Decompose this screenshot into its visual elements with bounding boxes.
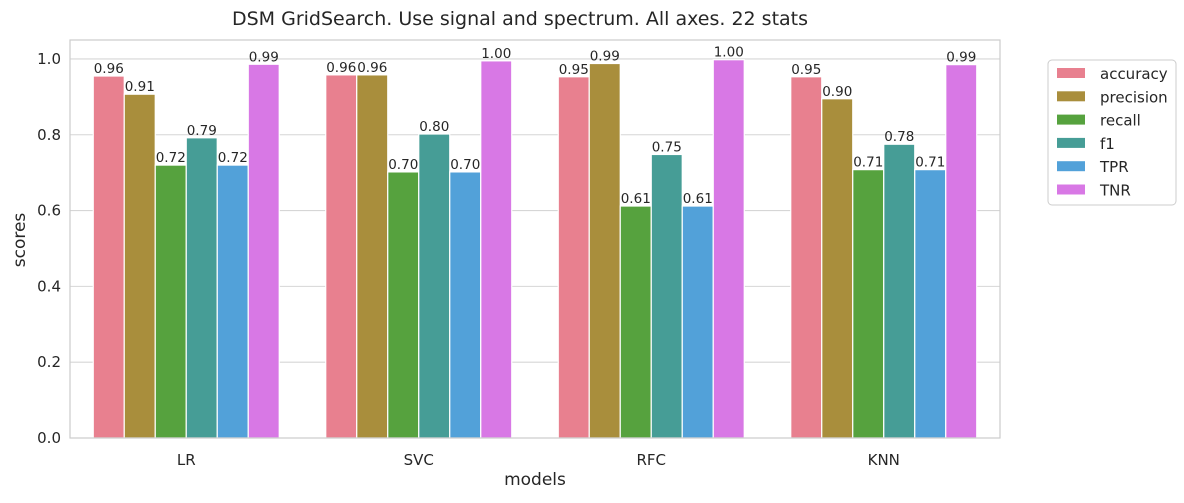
bar-TNR-SVC xyxy=(480,60,513,439)
y-tick-label: 0.0 xyxy=(37,429,61,447)
y-tick-label: 0.4 xyxy=(37,277,61,295)
bar-value-label: 0.72 xyxy=(156,150,186,166)
bar-precision-RFC xyxy=(588,62,621,439)
legend-label: f1 xyxy=(1100,135,1115,153)
bar-precision-SVC xyxy=(356,74,389,439)
bar-value-label: 0.61 xyxy=(621,191,651,207)
legend-label: TNR xyxy=(1099,182,1131,200)
bar-precision-LR xyxy=(123,93,156,439)
x-ticks: LR SVC RFC KNN xyxy=(177,451,900,469)
bar-accuracy-KNN xyxy=(790,76,823,439)
x-tick-label: LR xyxy=(177,451,196,469)
bar-accuracy-LR xyxy=(92,75,125,439)
bar-value-label: 0.91 xyxy=(125,79,155,95)
bar-precision-KNN xyxy=(821,98,854,439)
y-axis-label: scores xyxy=(10,213,30,268)
bar-TPR-RFC xyxy=(681,205,714,439)
bar-value-label: 0.70 xyxy=(388,157,418,173)
bar-value-label: 0.99 xyxy=(590,49,620,65)
bar-value-label: 0.95 xyxy=(559,62,589,78)
legend-label: recall xyxy=(1100,112,1141,130)
x-axis-label: models xyxy=(504,470,566,490)
bar-TPR-KNN xyxy=(914,169,947,439)
bar-accuracy-SVC xyxy=(325,74,358,439)
y-tick-label: 1.0 xyxy=(37,50,61,68)
plot-frame xyxy=(69,39,1001,439)
bar-value-label: 0.96 xyxy=(94,61,124,77)
bar-value-label: 0.99 xyxy=(249,49,279,65)
bars xyxy=(92,59,978,439)
bar-f1-KNN xyxy=(883,143,916,439)
bar-recall-RFC xyxy=(619,205,652,439)
bar-recall-KNN xyxy=(852,169,885,439)
legend-swatch-precision xyxy=(1057,91,1085,102)
chart-title: DSM GridSearch. Use signal and spectrum.… xyxy=(232,8,808,30)
bar-value-label: 1.00 xyxy=(481,46,511,62)
bar-TNR-RFC xyxy=(712,59,745,439)
bar-value-label: 0.71 xyxy=(853,155,883,171)
bar-value-label: 0.75 xyxy=(652,139,682,155)
bar-value-label: 0.71 xyxy=(915,155,945,171)
bar-TPR-LR xyxy=(216,164,249,439)
bar-TNR-LR xyxy=(247,63,280,439)
bar-value-label: 0.79 xyxy=(187,123,217,139)
bar-f1-SVC xyxy=(418,133,451,439)
bar-value-label: 0.96 xyxy=(326,60,356,76)
bar-recall-SVC xyxy=(387,171,420,439)
y-ticks: 0.0 0.2 0.4 0.6 0.8 1.0 xyxy=(37,50,61,447)
legend-swatch-accuracy xyxy=(1057,68,1085,78)
y-tick-label: 0.2 xyxy=(37,353,61,371)
y-tick-label: 0.8 xyxy=(37,126,61,144)
bar-value-label: 0.78 xyxy=(884,129,914,145)
bar-f1-RFC xyxy=(650,153,683,439)
bar-value-label: 0.80 xyxy=(419,119,449,135)
bar-value-label: 1.00 xyxy=(714,45,744,61)
legend-label: precision xyxy=(1100,88,1168,106)
legend-swatch-recall xyxy=(1057,114,1085,125)
bar-value-label: 0.99 xyxy=(946,50,976,66)
bar-accuracy-RFC xyxy=(557,76,590,439)
bar-TNR-KNN xyxy=(945,64,978,439)
bar-value-label: 0.61 xyxy=(683,191,713,207)
bar-value-label: 0.90 xyxy=(822,84,852,100)
bar-TPR-SVC xyxy=(449,171,482,439)
bar-value-label: 0.72 xyxy=(218,150,248,166)
bar-value-label: 0.95 xyxy=(791,62,821,78)
bar-recall-LR xyxy=(154,164,187,439)
y-tick-label: 0.6 xyxy=(37,202,61,220)
legend-swatch-f1 xyxy=(1057,137,1085,148)
x-tick-label: RFC xyxy=(636,451,666,469)
bar-f1-LR xyxy=(185,137,218,439)
legend-swatch-TPR xyxy=(1057,161,1085,172)
x-tick-label: SVC xyxy=(404,451,434,469)
legend-swatch-TNR xyxy=(1057,184,1085,195)
legend-label: accuracy xyxy=(1100,65,1168,83)
x-tick-label: KNN xyxy=(868,451,900,469)
bar-labels: 0.960.910.720.790.720.990.96 0.960.700.80… xyxy=(94,45,977,207)
legend-label: TPR xyxy=(1099,158,1129,176)
bar-value-label: 0.96 xyxy=(357,60,387,76)
legend: accuracy precision recall f1 TPR TNR xyxy=(1047,59,1177,206)
bar-value-label: 0.70 xyxy=(450,157,480,173)
